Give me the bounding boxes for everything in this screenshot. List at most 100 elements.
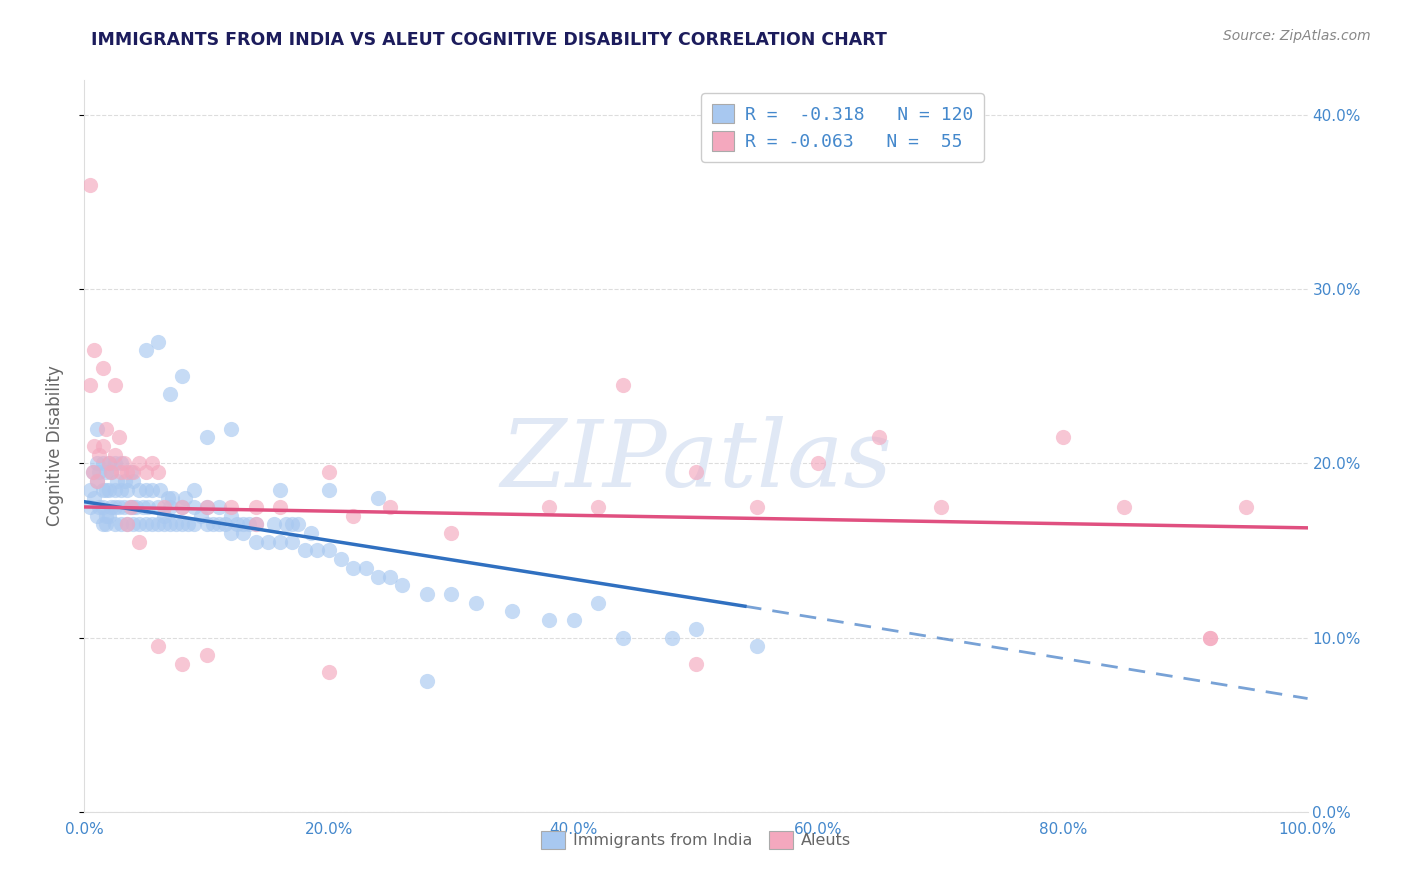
Point bbox=[685, 465, 707, 479]
Point bbox=[141, 483, 163, 497]
Point bbox=[141, 517, 163, 532]
Point bbox=[97, 483, 120, 497]
Point bbox=[91, 439, 114, 453]
Point bbox=[208, 517, 231, 532]
Point bbox=[183, 483, 205, 497]
Text: ZIPatlas: ZIPatlas bbox=[501, 416, 891, 506]
Point bbox=[195, 500, 218, 514]
Point bbox=[122, 474, 145, 488]
Point bbox=[502, 604, 524, 618]
Point bbox=[287, 517, 309, 532]
Point bbox=[107, 500, 129, 514]
Point bbox=[110, 517, 132, 532]
Point bbox=[219, 500, 242, 514]
Point bbox=[269, 500, 291, 514]
Point bbox=[464, 596, 486, 610]
Point bbox=[342, 508, 364, 523]
Y-axis label: Cognitive Disability: Cognitive Disability bbox=[45, 366, 63, 526]
Point bbox=[367, 491, 389, 506]
Point bbox=[276, 517, 298, 532]
Point bbox=[1114, 500, 1136, 514]
Point bbox=[201, 517, 224, 532]
Text: Source: ZipAtlas.com: Source: ZipAtlas.com bbox=[1223, 29, 1371, 43]
Text: IMMIGRANTS FROM INDIA VS ALEUT COGNITIVE DISABILITY CORRELATION CHART: IMMIGRANTS FROM INDIA VS ALEUT COGNITIVE… bbox=[91, 31, 887, 49]
Point bbox=[96, 465, 118, 479]
Point bbox=[263, 517, 285, 532]
Point bbox=[79, 500, 101, 514]
Point bbox=[183, 500, 205, 514]
Point bbox=[214, 517, 236, 532]
Point bbox=[87, 500, 110, 514]
Point bbox=[318, 483, 340, 497]
Point bbox=[929, 500, 952, 514]
Point bbox=[172, 500, 194, 514]
Point bbox=[149, 483, 172, 497]
Point bbox=[538, 500, 561, 514]
Point bbox=[96, 517, 118, 532]
Point bbox=[219, 421, 242, 435]
Point bbox=[97, 457, 120, 471]
Point bbox=[153, 500, 176, 514]
Point bbox=[685, 657, 707, 671]
Point bbox=[122, 517, 145, 532]
Point bbox=[110, 465, 132, 479]
Point bbox=[219, 508, 242, 523]
Point bbox=[195, 500, 218, 514]
Point bbox=[305, 543, 328, 558]
Point bbox=[318, 665, 340, 680]
Point bbox=[299, 526, 322, 541]
Point bbox=[586, 596, 609, 610]
Point bbox=[100, 465, 122, 479]
Point bbox=[1198, 631, 1220, 645]
Point bbox=[159, 386, 181, 401]
Point bbox=[128, 517, 150, 532]
Point bbox=[96, 508, 118, 523]
Point bbox=[107, 430, 129, 444]
Point bbox=[416, 587, 439, 601]
Point bbox=[245, 517, 267, 532]
Point bbox=[586, 500, 609, 514]
Point bbox=[190, 508, 212, 523]
Point bbox=[112, 500, 135, 514]
Point bbox=[97, 508, 120, 523]
Point bbox=[87, 465, 110, 479]
Point bbox=[118, 500, 141, 514]
Point bbox=[747, 640, 769, 654]
Point bbox=[105, 474, 128, 488]
Point bbox=[100, 465, 122, 479]
Point bbox=[172, 517, 194, 532]
Point bbox=[354, 561, 377, 575]
Point bbox=[112, 457, 135, 471]
Point bbox=[132, 500, 155, 514]
Point bbox=[294, 543, 316, 558]
Point bbox=[172, 369, 194, 384]
Point bbox=[219, 526, 242, 541]
Point bbox=[86, 508, 108, 523]
Point bbox=[165, 517, 187, 532]
Point bbox=[318, 543, 340, 558]
Point bbox=[342, 561, 364, 575]
Point bbox=[104, 483, 127, 497]
Point bbox=[122, 500, 145, 514]
Point bbox=[173, 491, 195, 506]
Point bbox=[747, 500, 769, 514]
Point bbox=[91, 360, 114, 375]
Point bbox=[146, 465, 169, 479]
Point bbox=[183, 517, 205, 532]
Point bbox=[86, 457, 108, 471]
Point bbox=[269, 483, 291, 497]
Point bbox=[245, 534, 267, 549]
Point bbox=[562, 613, 585, 627]
Point bbox=[281, 517, 304, 532]
Point bbox=[128, 483, 150, 497]
Point bbox=[281, 534, 304, 549]
Point bbox=[269, 534, 291, 549]
Point bbox=[82, 465, 104, 479]
Point bbox=[153, 517, 176, 532]
Point bbox=[153, 508, 176, 523]
Point bbox=[232, 526, 254, 541]
Point bbox=[172, 657, 194, 671]
Point bbox=[807, 457, 830, 471]
Point bbox=[115, 483, 138, 497]
Point bbox=[91, 457, 114, 471]
